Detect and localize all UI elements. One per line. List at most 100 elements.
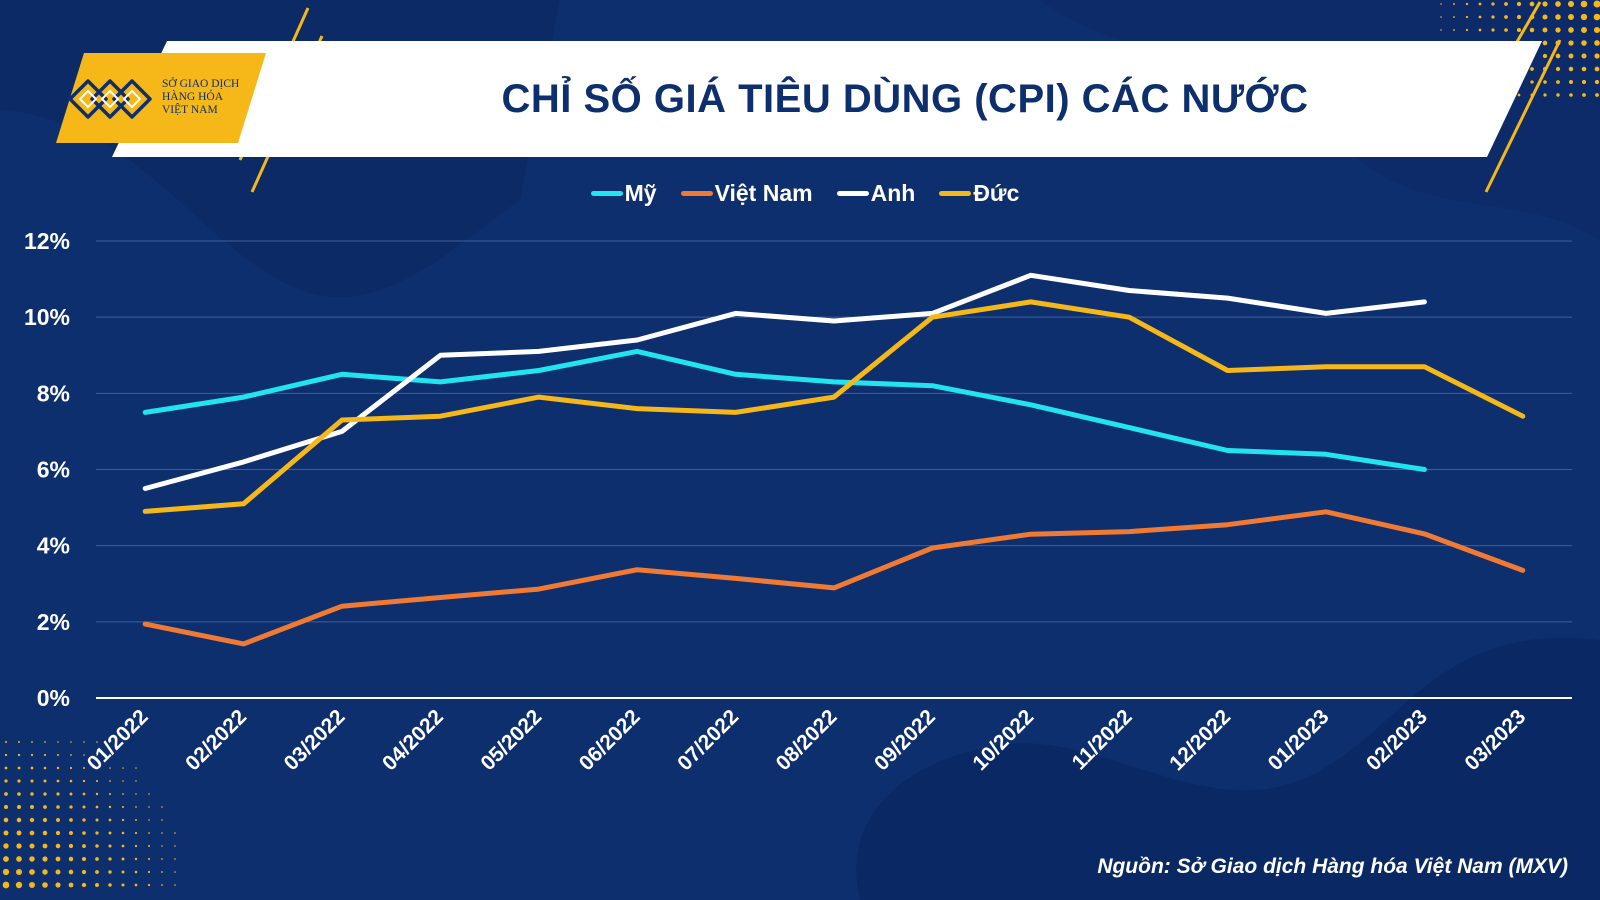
decor-dot — [82, 805, 86, 809]
decor-dot — [56, 818, 60, 822]
decor-dot — [56, 779, 60, 783]
decor-dot — [1542, 53, 1548, 59]
decor-dot — [1516, 1, 1522, 7]
series-line-0 — [142, 348, 1427, 472]
decor-dot — [42, 817, 48, 823]
decor-dot — [68, 843, 74, 849]
decor-dot — [122, 780, 124, 782]
decor-dot — [1556, 93, 1560, 97]
decor-dot — [17, 779, 21, 783]
decor-dot — [31, 741, 33, 743]
decor-dot — [83, 754, 85, 756]
decor-dot — [68, 856, 74, 862]
source-note: Nguồn: Sở Giao dịch Hàng hóa Việt Nam (M… — [1097, 855, 1568, 878]
decor-dot — [109, 780, 111, 782]
decor-dot — [1504, 15, 1508, 19]
y-tick-label: 12% — [24, 228, 70, 254]
decor-dot — [1465, 15, 1469, 19]
decor-dot — [4, 753, 8, 757]
decor-dot — [2, 868, 10, 876]
decor-dot — [108, 792, 112, 796]
decor-dot — [4, 779, 8, 783]
decor-dot — [1581, 79, 1587, 85]
x-tick-label: 08/2022 — [772, 705, 842, 775]
decor-dot — [1491, 2, 1495, 6]
decor-dot — [81, 869, 87, 875]
decor-dot — [1542, 27, 1548, 33]
decor-dot — [1581, 27, 1587, 33]
decor-dot — [96, 767, 98, 769]
decor-dot — [42, 869, 48, 875]
decor-dot — [1594, 66, 1600, 72]
x-tick-label: 11/2022 — [1068, 705, 1137, 774]
title-banner — [112, 41, 1542, 157]
decor-dot — [70, 754, 72, 756]
decor-dot — [1491, 28, 1495, 32]
decor-dot — [29, 817, 35, 823]
decor-dot — [15, 868, 23, 876]
decor-dot — [1542, 14, 1548, 20]
legend-item-viet-nam: Việt Nam — [680, 180, 813, 207]
decor-dot — [42, 830, 48, 836]
decor-dot — [109, 767, 111, 769]
decor-dot — [161, 858, 163, 860]
decor-dot — [3, 843, 9, 849]
x-tick-label: 02/2022 — [181, 705, 251, 775]
decor-dot — [108, 857, 112, 861]
decor-dot — [42, 882, 48, 888]
decor-dot — [16, 856, 22, 862]
decor-dot — [108, 883, 112, 887]
decor-dot — [148, 819, 150, 821]
x-tick-label: 06/2022 — [575, 705, 645, 775]
decor-dot — [29, 830, 35, 836]
logo-text: SỞ GIAO DỊCH HÀNG HÓA VIỆT NAM — [162, 78, 262, 117]
decor-dot — [1478, 28, 1482, 32]
decor-dot — [108, 831, 112, 835]
decor-dot — [1465, 2, 1469, 6]
decor-dot — [161, 884, 163, 886]
page-title: CHỈ SỐ GIÁ TIÊU DÙNG (CPI) CÁC NƯỚC — [501, 76, 1309, 121]
x-tick-label: 05/2022 — [476, 705, 546, 775]
decor-dot — [96, 741, 98, 743]
decor-dot — [148, 793, 150, 795]
x-tick-label: 04/2022 — [378, 705, 448, 775]
decor-dot — [174, 845, 176, 847]
decor-dot — [109, 754, 111, 756]
decor-dot — [69, 831, 73, 835]
logo-mark — [68, 79, 152, 119]
decor-dot — [30, 805, 34, 809]
decor-dot — [55, 869, 61, 875]
decor-dot — [4, 766, 8, 770]
decor-dot — [69, 792, 73, 796]
decor-dot — [1453, 29, 1455, 31]
decor-dot — [174, 884, 176, 886]
x-tick-label: 12/2022 — [1165, 705, 1235, 775]
decor-dot — [1453, 16, 1455, 18]
decor-dot — [4, 792, 8, 796]
decor-dot — [108, 818, 112, 822]
decor-dot — [1593, 13, 1600, 21]
decor-dot — [95, 792, 99, 796]
decor-dot — [1555, 27, 1561, 33]
decor-dot — [56, 766, 60, 770]
decor-dot — [1478, 15, 1482, 19]
decor-dot — [81, 856, 87, 862]
decor-dot — [1568, 79, 1574, 85]
legend-swatch-duc — [939, 190, 972, 196]
series-line-2 — [142, 272, 1427, 491]
background-wave-bottom — [856, 637, 1600, 900]
decor-dot — [15, 881, 23, 889]
decor-dot — [17, 792, 21, 796]
legend-swatch-viet-nam — [680, 190, 713, 196]
decor-dot — [1543, 80, 1547, 84]
decor-dot — [1593, 26, 1600, 34]
decor-dot — [43, 753, 47, 757]
decor-dot — [96, 754, 98, 756]
decor-dot — [1530, 80, 1534, 84]
x-tick-label: 02/2023 — [1362, 705, 1432, 775]
decor-dot — [1440, 29, 1442, 31]
decor-dot — [42, 856, 48, 862]
decor-dot — [68, 882, 74, 888]
decor-dot — [121, 844, 125, 848]
decor-dot — [69, 818, 73, 822]
